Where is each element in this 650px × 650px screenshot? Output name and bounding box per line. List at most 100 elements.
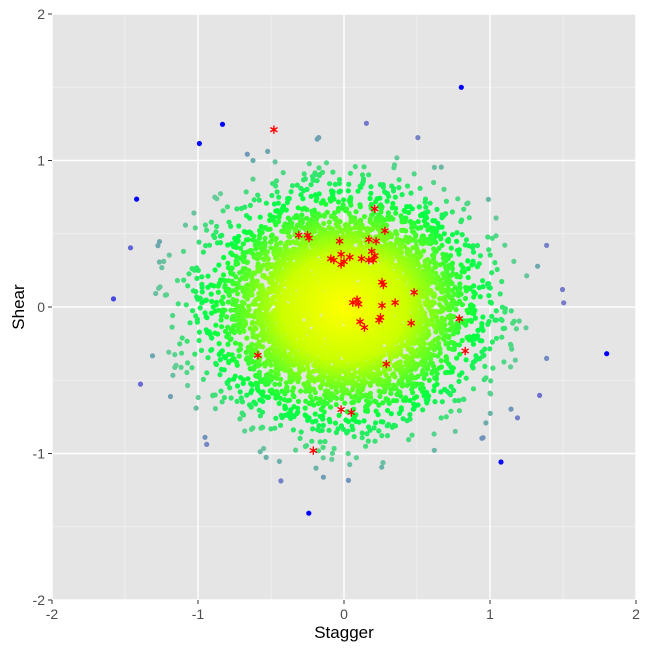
data-point (276, 194, 282, 200)
data-point (443, 354, 449, 360)
data-point (181, 277, 187, 283)
data-point (314, 136, 320, 142)
data-point (264, 249, 270, 255)
data-point (192, 225, 198, 231)
data-point (359, 435, 365, 441)
data-point (247, 202, 253, 208)
data-point (513, 326, 520, 332)
data-point (183, 302, 189, 308)
data-point (246, 303, 252, 309)
data-point (490, 365, 496, 371)
data-point (359, 430, 365, 436)
data-point (220, 272, 227, 278)
data-point (260, 344, 266, 350)
data-point (299, 219, 305, 226)
data-point (246, 267, 252, 274)
data-point (221, 367, 227, 373)
data-point (209, 335, 215, 341)
data-point (291, 404, 297, 410)
data-point (232, 340, 239, 346)
data-point (253, 347, 259, 353)
data-point (508, 406, 514, 412)
data-point (463, 237, 470, 243)
data-point (415, 135, 421, 141)
data-point (408, 372, 414, 378)
data-point (320, 422, 326, 428)
data-point (456, 342, 462, 348)
data-point (400, 239, 406, 245)
data-point (351, 399, 357, 405)
data-point (163, 292, 170, 298)
data-point (321, 213, 327, 219)
data-point (493, 215, 499, 221)
data-point (604, 351, 610, 357)
data-point (321, 221, 327, 227)
data-point (431, 246, 437, 252)
data-point (445, 314, 451, 320)
data-point (498, 459, 504, 465)
data-point (219, 232, 225, 238)
data-point (407, 253, 413, 259)
data-point (182, 222, 189, 228)
data-point (501, 359, 507, 365)
data-point (326, 427, 332, 433)
data-point (407, 397, 413, 404)
data-point (239, 410, 245, 416)
data-point (332, 420, 339, 426)
data-point (234, 298, 240, 304)
data-point (461, 206, 467, 212)
data-point (294, 182, 300, 188)
data-point (379, 464, 385, 470)
data-point (357, 204, 363, 210)
data-point (447, 320, 453, 327)
data-point (452, 398, 458, 404)
data-point (208, 219, 214, 225)
data-point (371, 425, 377, 431)
data-point (302, 405, 308, 411)
data-point (242, 318, 248, 324)
data-point (421, 248, 427, 254)
data-point (245, 376, 251, 382)
data-point (368, 184, 374, 190)
data-point (269, 387, 275, 393)
data-point (347, 461, 353, 468)
data-point (472, 315, 478, 321)
data-point (462, 242, 468, 248)
data-point (373, 408, 379, 414)
data-point (261, 256, 267, 263)
data-point (326, 219, 332, 225)
data-point (471, 289, 477, 295)
data-point (444, 238, 450, 244)
data-point (425, 227, 431, 233)
data-point (487, 390, 493, 396)
data-point (413, 394, 420, 400)
data-point (431, 447, 437, 453)
data-point (273, 183, 279, 189)
data-point (195, 267, 201, 273)
data-point (420, 368, 426, 374)
data-point (431, 431, 437, 437)
data-point (234, 291, 241, 297)
data-point (235, 238, 241, 244)
data-point (216, 341, 222, 347)
data-point (456, 251, 462, 257)
data-point (220, 208, 226, 214)
data-point (476, 285, 482, 291)
data-point (326, 416, 332, 422)
data-point (237, 389, 243, 395)
data-point (371, 398, 378, 404)
data-point (335, 199, 342, 205)
data-point (392, 194, 398, 200)
data-point (448, 408, 454, 414)
data-point (315, 400, 321, 406)
data-point (281, 223, 287, 229)
data-point (454, 274, 460, 280)
data-point (173, 362, 179, 368)
data-point (227, 385, 233, 391)
data-point (369, 212, 375, 218)
data-point (511, 258, 517, 264)
data-point (155, 243, 161, 249)
data-point (479, 349, 485, 355)
data-point (222, 355, 228, 361)
data-point (473, 353, 479, 359)
